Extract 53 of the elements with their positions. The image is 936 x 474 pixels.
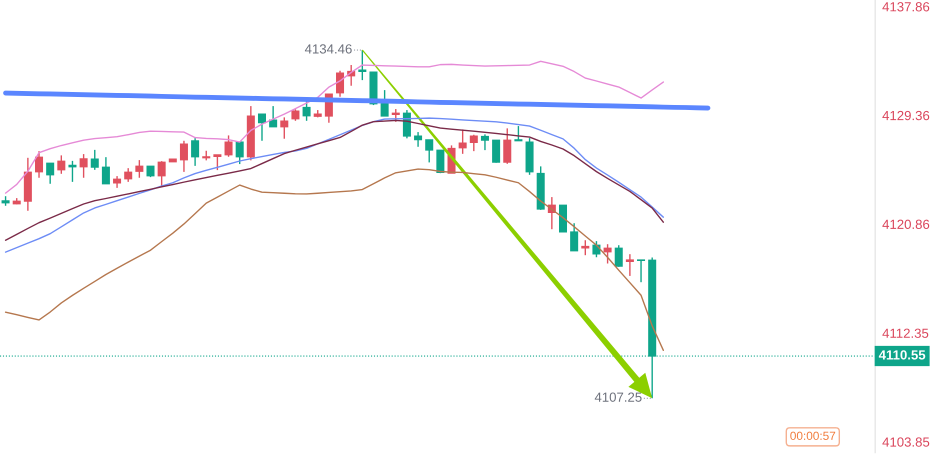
candlestick bbox=[113, 175, 122, 189]
candlestick bbox=[480, 134, 489, 151]
candlestick bbox=[269, 105, 278, 128]
candlestick bbox=[614, 244, 623, 268]
candlestick bbox=[280, 116, 288, 140]
candlestick bbox=[213, 154, 222, 171]
candlestick bbox=[191, 137, 200, 167]
candlestick bbox=[291, 108, 300, 122]
line-series bbox=[4, 168, 664, 351]
candlestick bbox=[80, 153, 88, 178]
candlestick bbox=[592, 240, 600, 258]
candlestick bbox=[570, 222, 578, 252]
candlestick bbox=[57, 154, 66, 174]
candlestick bbox=[336, 70, 344, 98]
y-tick-label: 4112.35 bbox=[882, 328, 928, 338]
candlestick bbox=[492, 139, 500, 164]
y-tick-label: 4137.86 bbox=[882, 2, 930, 12]
candlestick bbox=[180, 140, 188, 173]
candlestick bbox=[158, 160, 166, 188]
candlestick bbox=[146, 165, 155, 178]
candlestick bbox=[626, 253, 634, 277]
candlestick bbox=[224, 134, 233, 158]
candlestick bbox=[358, 49, 366, 81]
candlestick bbox=[637, 259, 646, 283]
annotation: 4107.25 bbox=[594, 392, 642, 402]
candlestick bbox=[2, 196, 10, 206]
candlestick bbox=[470, 134, 478, 152]
y-tick-label: 4129.36 bbox=[882, 110, 930, 120]
candlestick bbox=[581, 240, 590, 256]
candlestick bbox=[503, 128, 512, 165]
candlestick bbox=[604, 243, 612, 264]
line-series bbox=[4, 60, 664, 194]
candlestick bbox=[135, 159, 144, 178]
candlestick bbox=[414, 131, 422, 148]
candlestick bbox=[124, 167, 132, 183]
y-tick-label: 4103.85 bbox=[882, 437, 930, 447]
candlestick bbox=[258, 113, 266, 142]
candlestick bbox=[514, 125, 522, 142]
candlestick bbox=[236, 141, 244, 165]
candlestick bbox=[90, 149, 99, 171]
candlestick bbox=[302, 100, 311, 122]
ref-line-label: 4110.55 bbox=[878, 350, 926, 360]
candlestick bbox=[425, 139, 434, 164]
candlestick bbox=[202, 150, 210, 162]
annotation: 4134.46 bbox=[304, 44, 352, 54]
candlestick bbox=[102, 156, 110, 184]
y-tick-label: 4120.86 bbox=[882, 220, 930, 230]
candlestick bbox=[68, 160, 76, 183]
candlestick bbox=[392, 108, 400, 123]
candlestick bbox=[458, 128, 467, 155]
text: 00:00:57 bbox=[790, 432, 836, 440]
candlestick bbox=[46, 162, 54, 184]
candlestick bbox=[35, 150, 44, 178]
